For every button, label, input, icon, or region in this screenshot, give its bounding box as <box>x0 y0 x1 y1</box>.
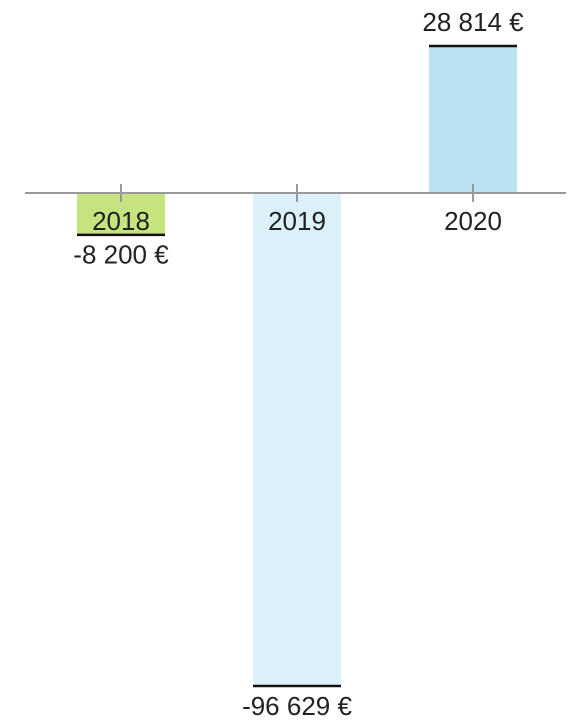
x-tick-label: 2020 <box>444 206 502 236</box>
value-label: -8 200 € <box>73 240 169 270</box>
bar <box>253 193 341 686</box>
x-tick-label: 2018 <box>92 206 150 236</box>
x-tick-label: 2019 <box>268 206 326 236</box>
value-label: 28 814 € <box>422 7 524 37</box>
value-label: -96 629 € <box>242 691 352 720</box>
bar <box>429 46 517 194</box>
